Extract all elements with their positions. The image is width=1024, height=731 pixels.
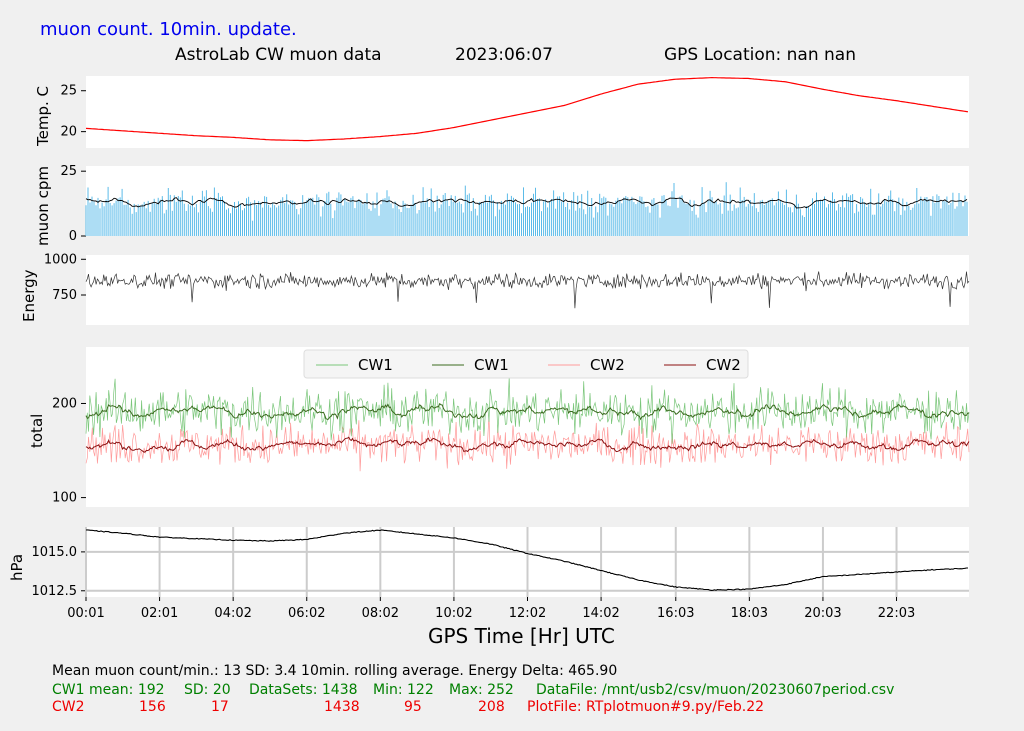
ytick-label-temp: 25 (60, 84, 77, 99)
cw2-average-line (85, 436, 970, 453)
panel-temp (86, 76, 969, 148)
xtick-label: 20:03 (804, 606, 841, 621)
ytick-label-muon: 0 (69, 229, 77, 244)
xtick-label: 00:01 (67, 606, 104, 621)
panel-energy (86, 255, 969, 325)
muon-rolling-average (85, 197, 968, 209)
cw2-mean: 156 (139, 699, 166, 715)
cw1-min: Min: 122 (373, 682, 434, 698)
xtick-label: 10:02 (435, 606, 472, 621)
ytick-label-pressure: 1015.0 (32, 545, 78, 560)
chart-date: 2023:06:07 (455, 45, 553, 65)
cw2-plotfile: PlotFile: RTplotmuon#9.py/Feb.22 (527, 699, 765, 715)
ytick-label-energy: 750 (52, 288, 77, 303)
ylabel-energy: Energy (20, 269, 38, 322)
legend-label-0: CW1 (358, 356, 393, 374)
cw1-datafile: DataFile: /mnt/usb2/csv/muon/20230607per… (536, 682, 895, 698)
xtick-label: 08:02 (362, 606, 399, 621)
muon-bars (85, 182, 968, 236)
xtick-label: 04:02 (214, 606, 251, 621)
footer-summary: Mean muon count/min.: 13 SD: 3.4 10min. … (52, 663, 618, 679)
cw2-max: 208 (478, 699, 505, 715)
gps-location: GPS Location: nan nan (664, 45, 856, 65)
energy-line (85, 271, 970, 309)
cw2-datasets: 1438 (324, 699, 360, 715)
cw2-min: 95 (404, 699, 422, 715)
cw1-mean: CW1 mean: 192 (52, 682, 165, 698)
ylabel-total: total (28, 413, 46, 448)
cw2-sd: 17 (211, 699, 229, 715)
ytick-label-pressure: 1012.5 (32, 584, 78, 599)
xtick-label: 12:02 (509, 606, 546, 621)
xtick-label: 18:03 (731, 606, 768, 621)
cw1-average-line (85, 402, 970, 421)
cw1-raw-line (85, 377, 970, 444)
temperature-line (85, 76, 969, 142)
ylabel-pressure: hPa (8, 553, 26, 581)
cw2-label: CW2 (52, 699, 85, 715)
xaxis-title: GPS Time [Hr] UTC (428, 624, 615, 648)
legend: CW1 CW1 CW2 CW2 (303, 349, 749, 379)
ytick-label-temp: 20 (60, 125, 77, 140)
ytick-label-energy: 1000 (44, 252, 77, 267)
cw1-sd: SD: 20 (184, 682, 231, 698)
cw1-datasets: DataSets: 1438 (249, 682, 358, 698)
ylabel-muon: muon cpm (34, 166, 52, 246)
legend-box (303, 349, 749, 379)
cw1-max: Max: 252 (449, 682, 514, 698)
legend-label-2: CW2 (590, 356, 625, 374)
xtick-label: 14:02 (582, 606, 619, 621)
update-note: muon count. 10min. update. (40, 19, 297, 40)
pressure-line (85, 529, 968, 591)
ylabel-temp: Temp. C (34, 86, 52, 146)
xtick-label: 22:03 (878, 606, 915, 621)
xtick-label: 06:02 (288, 606, 325, 621)
ytick-label-total: 200 (52, 396, 77, 411)
legend-label-3: CW2 (706, 356, 741, 374)
ytick-label-total: 100 (52, 491, 77, 506)
chart-title: AstroLab CW muon data (175, 45, 382, 65)
xtick-label: 16:03 (657, 606, 694, 621)
xtick-label: 02:01 (141, 606, 178, 621)
ytick-label-muon: 25 (60, 164, 77, 179)
legend-label-1: CW1 (474, 356, 509, 374)
